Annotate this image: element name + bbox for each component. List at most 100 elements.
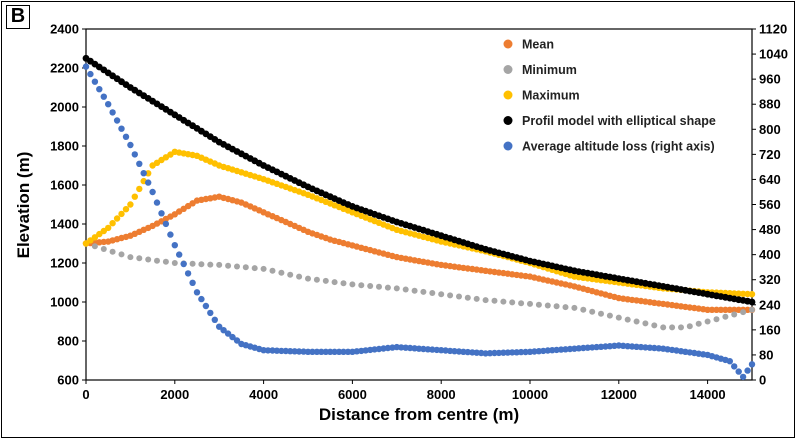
y-tick-label: 2000: [50, 100, 79, 115]
altitude-loss-point: [327, 348, 334, 355]
altitude-loss-point: [517, 348, 525, 356]
minimum-point: [225, 262, 232, 269]
altitude-loss-point: [153, 199, 161, 206]
legend-marker-maximum: [503, 90, 513, 100]
minimum-point: [340, 280, 347, 287]
x-tick-label: 0: [82, 387, 89, 402]
mean-point: [713, 306, 720, 313]
series-minimum: [83, 240, 755, 331]
altitude-loss-point: [726, 358, 733, 365]
minimum-point: [100, 246, 107, 252]
series-profile-model: [82, 54, 756, 306]
minimum-point: [571, 304, 578, 311]
altitude-loss-point: [264, 347, 272, 354]
x-tick-label: 4000: [249, 387, 278, 402]
minimum-point: [473, 295, 480, 302]
minimum-point: [669, 324, 676, 331]
altitude-loss-point: [184, 270, 192, 277]
minimum-point: [438, 291, 445, 298]
y2-tick-label: 720: [759, 147, 781, 162]
y2-tick-label: 800: [759, 122, 781, 137]
minimum-point: [402, 286, 409, 293]
maximum-point: [105, 224, 112, 232]
series-maximum: [82, 148, 756, 298]
altitude-loss-point: [162, 220, 170, 228]
altitude-loss-point: [748, 361, 756, 368]
mean-point: [726, 306, 733, 313]
minimum-point: [189, 260, 196, 267]
minimum-point: [456, 293, 462, 300]
minimum-point: [296, 273, 303, 280]
altitude-loss-point: [171, 242, 178, 249]
minimum-point: [500, 298, 507, 305]
altitude-loss-point: [309, 348, 316, 355]
minimum-point: [145, 256, 152, 263]
legend-marker-altitude-loss: [503, 141, 513, 151]
mean-point: [708, 306, 716, 313]
minimum-point: [704, 318, 711, 325]
x-tick-label: 8000: [427, 387, 456, 402]
minimum-point: [216, 261, 223, 268]
altitude-loss-point: [224, 330, 232, 337]
minimum-point: [234, 263, 240, 270]
maximum-point: [748, 291, 756, 298]
altitude-loss-point: [193, 289, 201, 296]
y-tick-label: 2400: [50, 22, 79, 37]
panel-label: B: [6, 5, 30, 29]
legend-label-minimum: Minimum: [522, 63, 577, 77]
minimum-point: [660, 324, 667, 331]
altitude-loss-point: [82, 63, 90, 70]
altitude-loss-point: [167, 231, 174, 238]
altitude-loss-point: [735, 368, 742, 375]
mean-point: [704, 306, 711, 313]
y2-tick-label: 160: [759, 322, 781, 337]
y2-tick-label: 320: [759, 272, 781, 287]
y2-tick-label: 960: [759, 72, 781, 87]
minimum-point: [305, 275, 311, 282]
altitude-loss-point: [136, 160, 143, 167]
y-tick-label: 2200: [50, 61, 79, 76]
legend-marker-profile-model: [503, 116, 513, 125]
y-tick-label: 1600: [50, 178, 79, 193]
maximum-point: [87, 237, 94, 244]
altitude-loss-point: [158, 210, 165, 217]
altitude-loss-point: [331, 348, 338, 355]
minimum-point: [136, 255, 143, 262]
minimum-point: [722, 313, 729, 320]
altitude-loss-point: [739, 373, 747, 381]
altitude-loss-point: [744, 367, 751, 374]
minimum-point: [331, 279, 338, 286]
x-tick-label: 10000: [512, 387, 548, 402]
y2-tick-label: 80: [759, 347, 773, 362]
minimum-point: [260, 265, 267, 272]
minimum-point: [482, 297, 489, 304]
legend-label-maximum: Maximum: [522, 89, 580, 103]
altitude-loss-point: [180, 260, 187, 268]
altitude-loss-point: [140, 170, 147, 177]
right-axis-ticks: 0 80 160 240 320 400 480 560 640 720 800 880 960 1040…: [752, 22, 788, 388]
altitude-loss-point: [340, 348, 347, 355]
x-tick-label: 12000: [601, 387, 637, 402]
y-tick-label: 1400: [50, 217, 79, 232]
minimum-point: [642, 320, 649, 327]
legend-label-altitude-loss: Average altitude loss (right axis): [522, 140, 715, 154]
minimum-point: [411, 287, 418, 294]
y2-tick-label: 480: [759, 222, 781, 237]
altitude-loss-point: [287, 348, 294, 355]
altitude-loss-point: [344, 348, 352, 355]
minimum-point: [731, 311, 738, 318]
altitude-loss-point: [118, 125, 125, 132]
legend-marker-mean: [503, 39, 513, 49]
altitude-loss-point: [495, 349, 503, 357]
minimum-point: [695, 320, 702, 327]
maximum-point: [731, 290, 738, 297]
y-tick-label: 1200: [50, 256, 79, 271]
legend-marker-minimum: [503, 65, 513, 74]
y2-tick-label: 560: [759, 197, 781, 212]
altitude-loss-point: [220, 327, 227, 334]
x-axis-ticks: 0 2000 4000 6000 8000 10000 12000 14000: [82, 380, 726, 402]
minimum-point: [553, 303, 560, 310]
minimum-point: [162, 258, 169, 265]
